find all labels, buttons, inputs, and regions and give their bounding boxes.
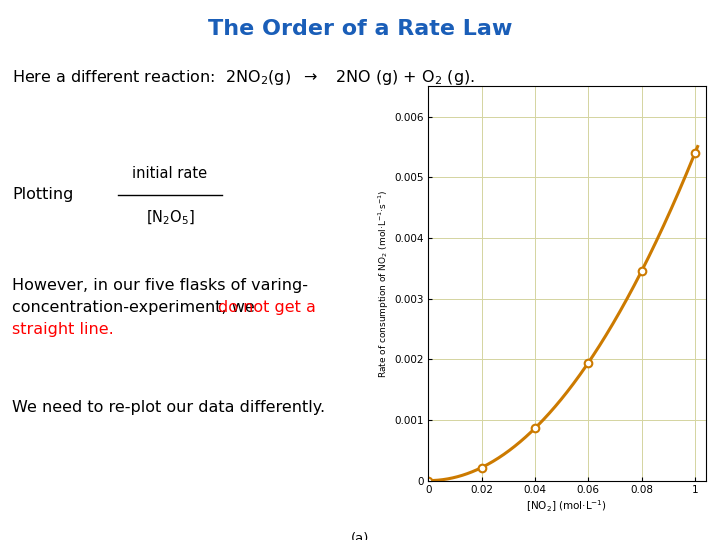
Text: We need to re-plot our data differently.: We need to re-plot our data differently. xyxy=(12,400,325,415)
Y-axis label: Rate of consumption of NO$_2$ (mol·L$^{-1}$·s$^{-1}$): Rate of consumption of NO$_2$ (mol·L$^{-… xyxy=(377,189,391,378)
Text: Plotting: Plotting xyxy=(12,187,73,202)
X-axis label: [NO$_2$] (mol·L$^{-1}$): [NO$_2$] (mol·L$^{-1}$) xyxy=(526,498,608,514)
Text: [N$_2$O$_5$]: [N$_2$O$_5$] xyxy=(145,209,194,227)
Text: Here a different reaction:  2NO$_2$(g)  $\rightarrow$   2NO (g) + O$_2$ (g).: Here a different reaction: 2NO$_2$(g) $\… xyxy=(12,68,474,87)
Text: However, in our five flasks of varing-: However, in our five flasks of varing- xyxy=(12,278,308,293)
Text: do not get a: do not get a xyxy=(218,300,316,315)
Text: initial rate: initial rate xyxy=(132,166,207,181)
Text: The Order of a Rate Law: The Order of a Rate Law xyxy=(208,19,512,39)
Text: (a): (a) xyxy=(351,532,369,540)
Text: concentration-experiment, we: concentration-experiment, we xyxy=(12,300,260,315)
Text: straight line.: straight line. xyxy=(12,322,114,337)
